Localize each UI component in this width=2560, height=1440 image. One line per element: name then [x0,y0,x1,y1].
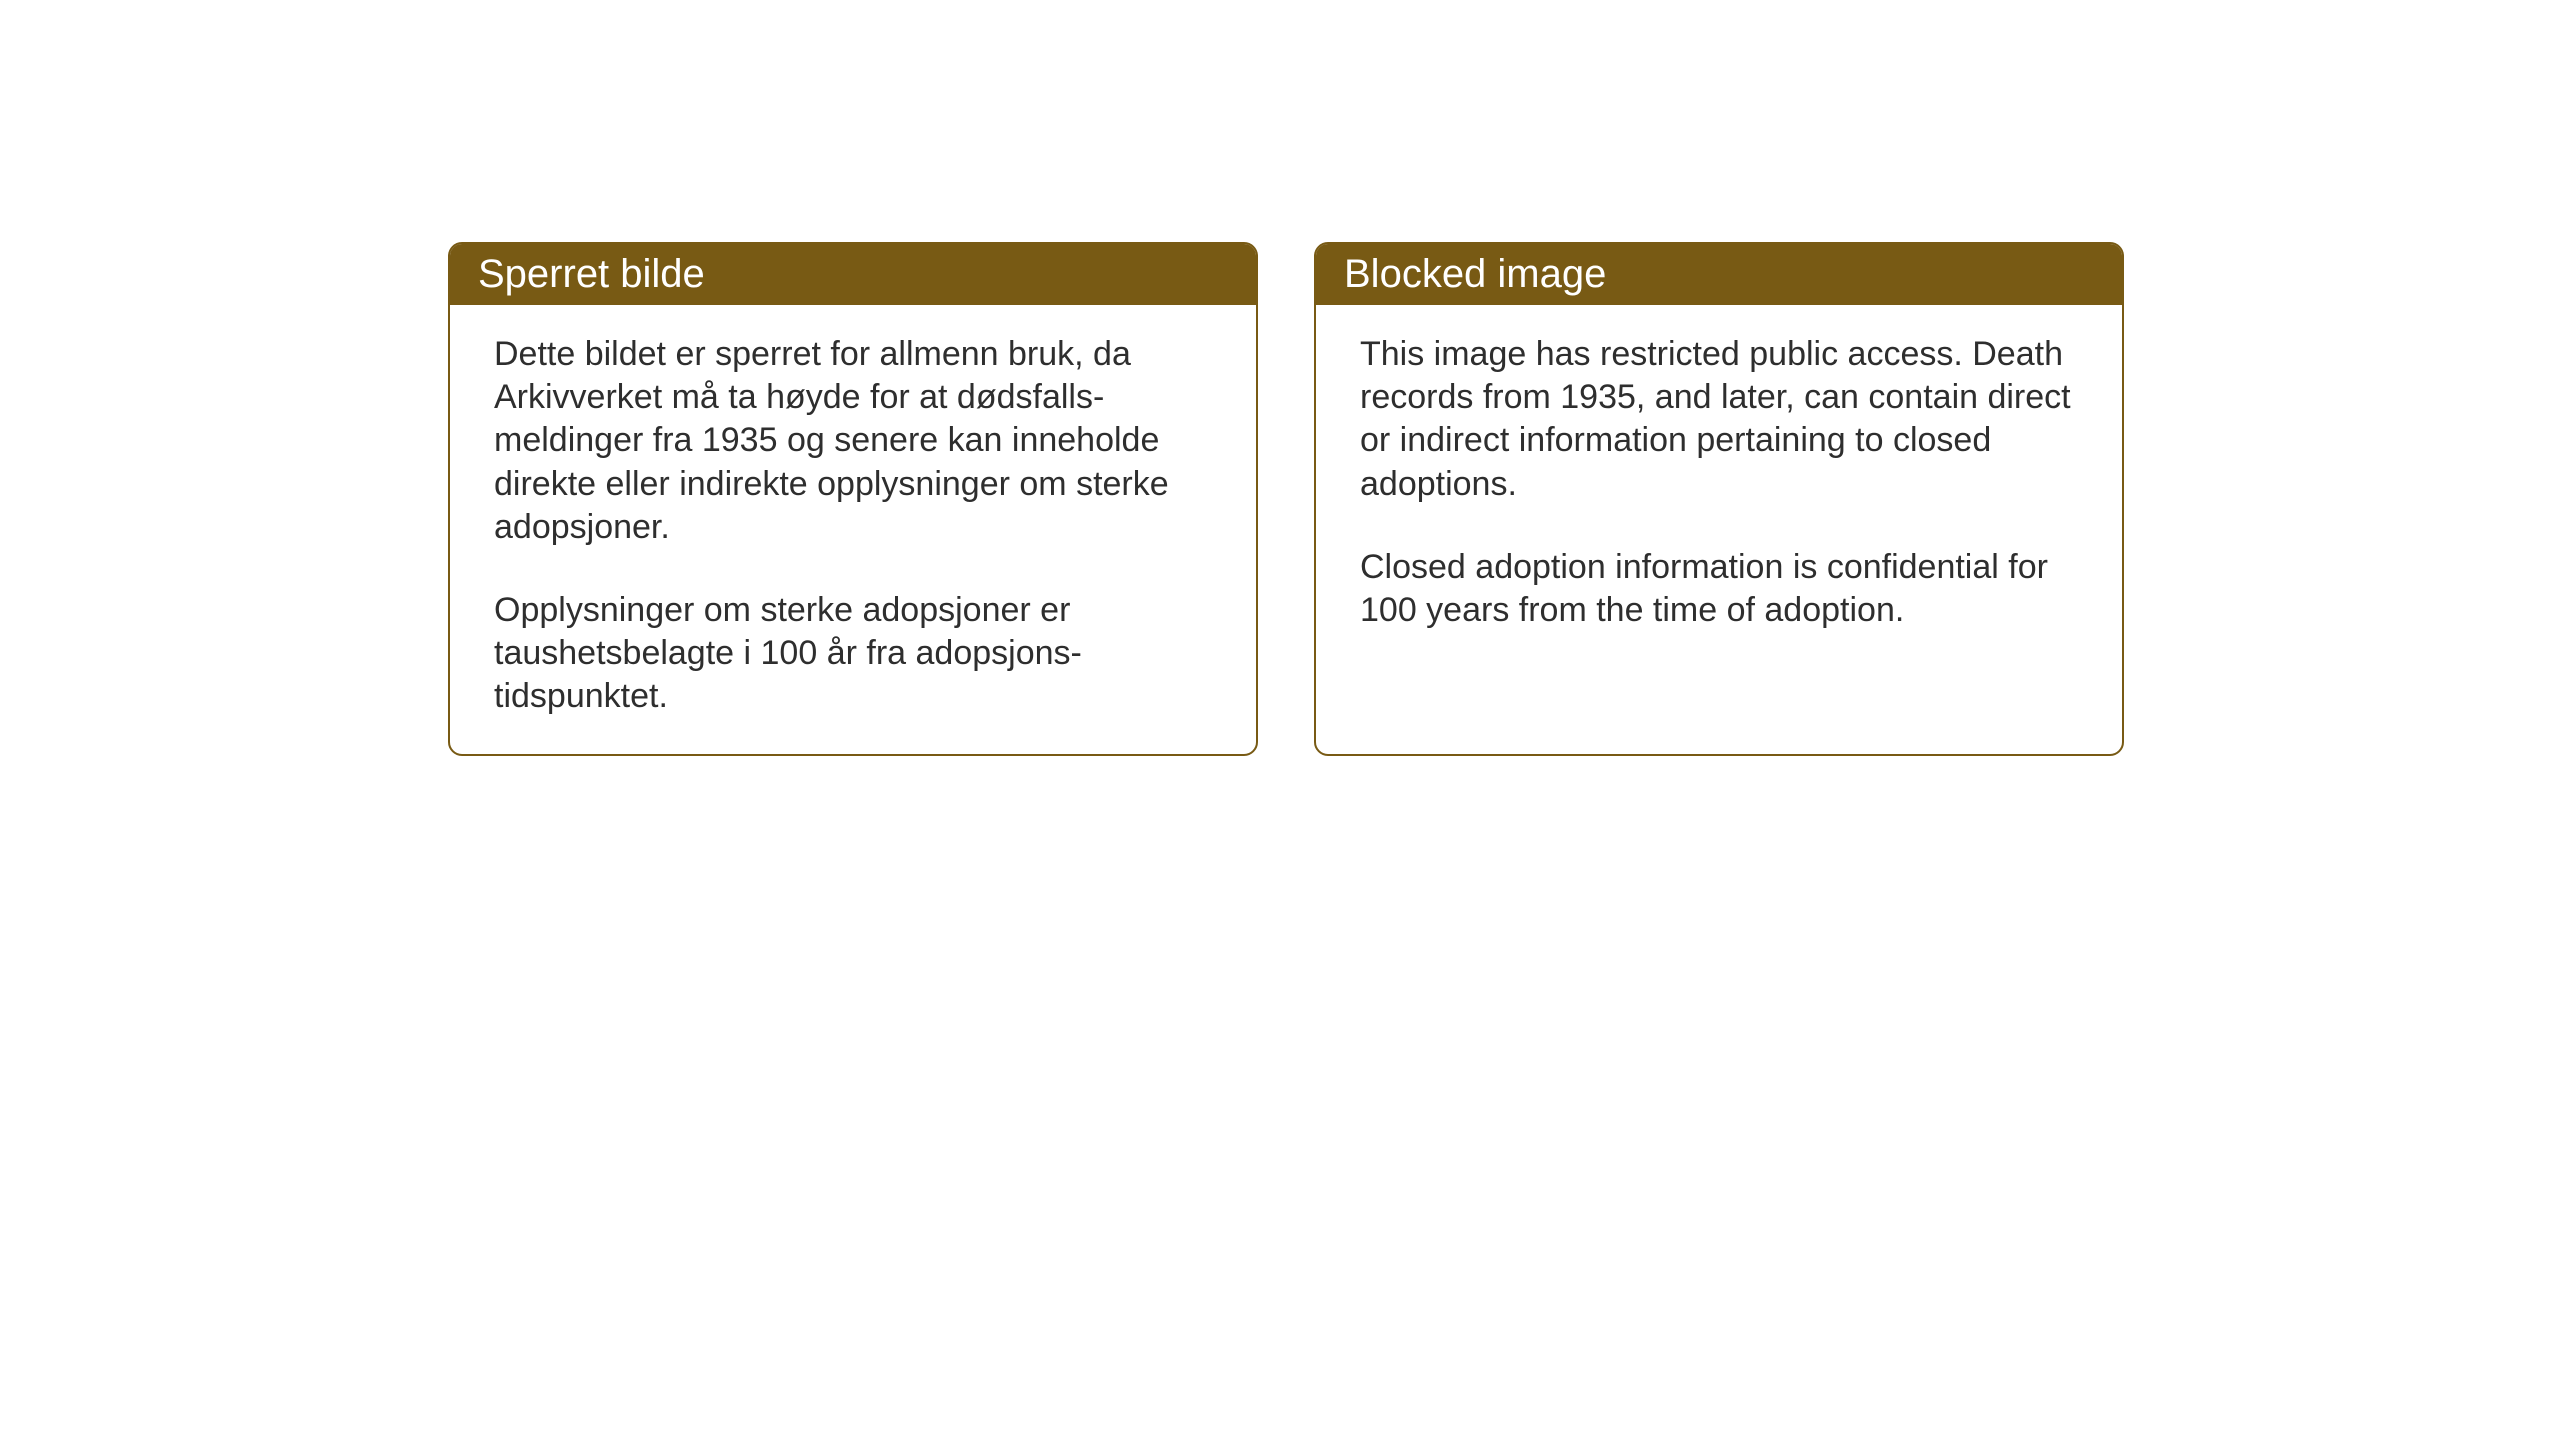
card-body-norwegian: Dette bildet er sperret for allmenn bruk… [450,305,1256,754]
card-body-english: This image has restricted public access.… [1316,305,2122,668]
card-paragraph2-english: Closed adoption information is confident… [1360,546,2078,632]
card-title-norwegian: Sperret bilde [478,252,705,296]
card-paragraph1-english: This image has restricted public access.… [1360,333,2078,506]
card-header-english: Blocked image [1316,244,2122,305]
card-paragraph2-norwegian: Opplysninger om sterke adopsjoner er tau… [494,589,1212,719]
card-paragraph1-norwegian: Dette bildet er sperret for allmenn bruk… [494,333,1212,549]
card-header-norwegian: Sperret bilde [450,244,1256,305]
card-title-english: Blocked image [1344,252,1606,296]
notice-card-english: Blocked image This image has restricted … [1314,242,2124,756]
notice-card-norwegian: Sperret bilde Dette bildet er sperret fo… [448,242,1258,756]
notice-container: Sperret bilde Dette bildet er sperret fo… [0,0,2560,756]
